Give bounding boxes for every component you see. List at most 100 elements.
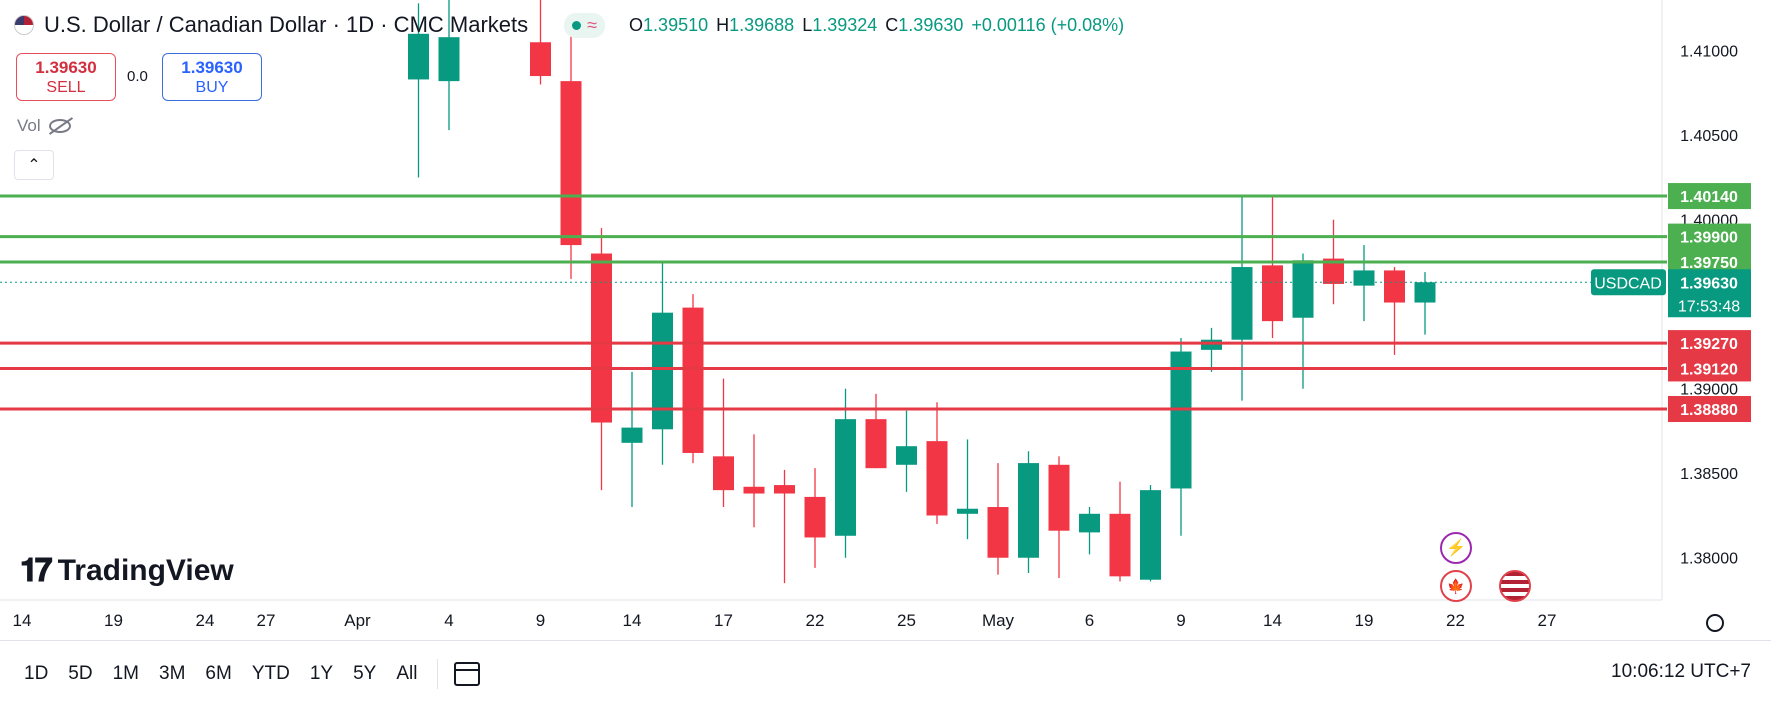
timeframe-3m[interactable]: 3M [159,663,186,684]
candle-body [438,37,460,82]
symbol-tag: USDCAD [1594,275,1662,292]
last-price-label: 1.39630 [1680,275,1738,292]
cad-flag-icon[interactable]: 🍁 [1440,570,1472,602]
x-tick-label: 22 [1446,611,1465,630]
timeframe-all[interactable]: All [396,663,418,684]
x-tick-label: 27 [1538,611,1557,630]
x-tick-label: 9 [536,611,545,630]
candle-body [1231,267,1253,340]
candle-body [1414,282,1436,303]
candle-body [1384,270,1405,303]
clock[interactable]: 10:06:12 UTC+7 [1611,661,1751,682]
axis-settings-icon[interactable] [1706,614,1724,632]
volume-label: Vol [17,116,41,135]
candle-body [652,312,673,430]
x-tick-label: 9 [1176,611,1185,630]
candle-body [1018,463,1039,558]
date-range-icon[interactable] [454,662,481,686]
x-tick-label: 27 [257,611,276,630]
last-price-box [1668,269,1751,318]
usd-event-flag-icon[interactable] [1499,570,1531,602]
y-tick-label: 1.40500 [1680,128,1738,145]
spread-value: 0.0 [127,68,148,85]
candle-body [743,486,765,494]
sell-label: SELL [46,79,86,96]
level-label: 1.39900 [1680,230,1738,247]
y-tick-label: 1.41000 [1680,44,1738,61]
candle-body [591,253,612,423]
candle-body [957,508,978,514]
x-tick-label: May [982,611,1015,630]
market-status[interactable]: ≈ [564,12,606,38]
market-open-icon [572,20,582,30]
candle-body [1079,513,1100,533]
x-tick-label: 19 [104,611,123,630]
buy-label: BUY [195,79,229,96]
x-tick-label: 14 [623,611,642,630]
candle-body [1048,464,1070,531]
price-change: +0.00116 (+0.08%) [971,14,1125,35]
bar-countdown: 17:53:48 [1678,298,1740,315]
x-tick-label: 19 [1355,611,1374,630]
level-label-box [1668,183,1751,210]
candle-body [1262,265,1283,322]
bottom-toolbar: 1D 5D 1M 3M 6M YTD 1Y 5Y All 10:06:12 UT… [0,640,1771,707]
candle-body [896,446,917,465]
usd-flag-icon [14,15,34,35]
x-tick-label: 4 [444,611,453,630]
candle-body [926,441,948,516]
candle-body [621,427,643,443]
level-label-box [1668,223,1751,250]
y-tick-label: 1.39000 [1680,382,1738,399]
level-label-box [1668,396,1751,423]
candle-body [682,307,704,453]
candle-body [1353,270,1375,286]
candle-body [713,456,734,491]
y-tick-label: 1.38000 [1680,551,1738,568]
data-wave-icon: ≈ [587,14,598,35]
volume-indicator[interactable]: Vol [17,116,71,136]
candle-body [1109,513,1131,577]
toolbar-divider [437,659,439,689]
candle-body [804,496,826,538]
candle-body [1292,260,1314,318]
level-label: 1.40140 [1680,189,1738,206]
y-tick-label: 1.38500 [1680,466,1738,483]
timeframe-1y[interactable]: 1Y [309,663,334,684]
buy-button[interactable]: 1.39630 BUY [162,53,262,101]
candle-body [774,485,795,494]
timeframe-5y[interactable]: 5Y [353,663,377,684]
level-label: 1.39750 [1680,255,1738,272]
sell-button[interactable]: 1.39630 SELL [16,53,116,101]
flash-event-icon[interactable]: ⚡ [1440,532,1472,564]
timeframe-6m[interactable]: 6M [205,663,232,684]
x-tick-label: 17 [714,611,733,630]
x-tick-label: 14 [1263,611,1282,630]
candle-body [560,81,582,246]
symbol-tag-box [1591,269,1666,296]
timeframe-1d[interactable]: 1D [24,663,49,684]
x-tick-label: 6 [1085,611,1094,630]
timeframe-5d[interactable]: 5D [68,663,93,684]
hidden-eye-icon[interactable] [48,119,71,133]
level-label-box [1668,355,1751,382]
price-chart[interactable]: 1.410001.405001.400001.395001.390001.385… [0,0,1771,640]
candle-body [408,33,429,80]
tradingview-logo: 𝟏𝟕 TradingView [20,552,234,590]
collapse-legend-button[interactable]: ⌃ [14,150,54,180]
candle-body [1201,339,1222,350]
timeframe-ytd[interactable]: YTD [251,663,290,684]
candle-body [1170,351,1192,489]
symbol-title[interactable]: U.S. Dollar / Canadian Dollar · 1D · CMC… [44,12,529,37]
x-tick-label: 14 [13,611,32,630]
logo-text: TradingView [57,554,234,587]
chevron-up-icon: ⌃ [27,157,41,174]
candle-body [865,419,887,469]
x-tick-label: 22 [806,611,825,630]
chart-header: U.S. Dollar / Canadian Dollar · 1D · CMC… [14,12,1124,38]
candle-body [835,419,856,536]
level-label-box [1668,330,1751,357]
candle-body [530,42,551,77]
timeframe-1m[interactable]: 1M [112,663,139,684]
level-label: 1.39270 [1680,336,1738,353]
